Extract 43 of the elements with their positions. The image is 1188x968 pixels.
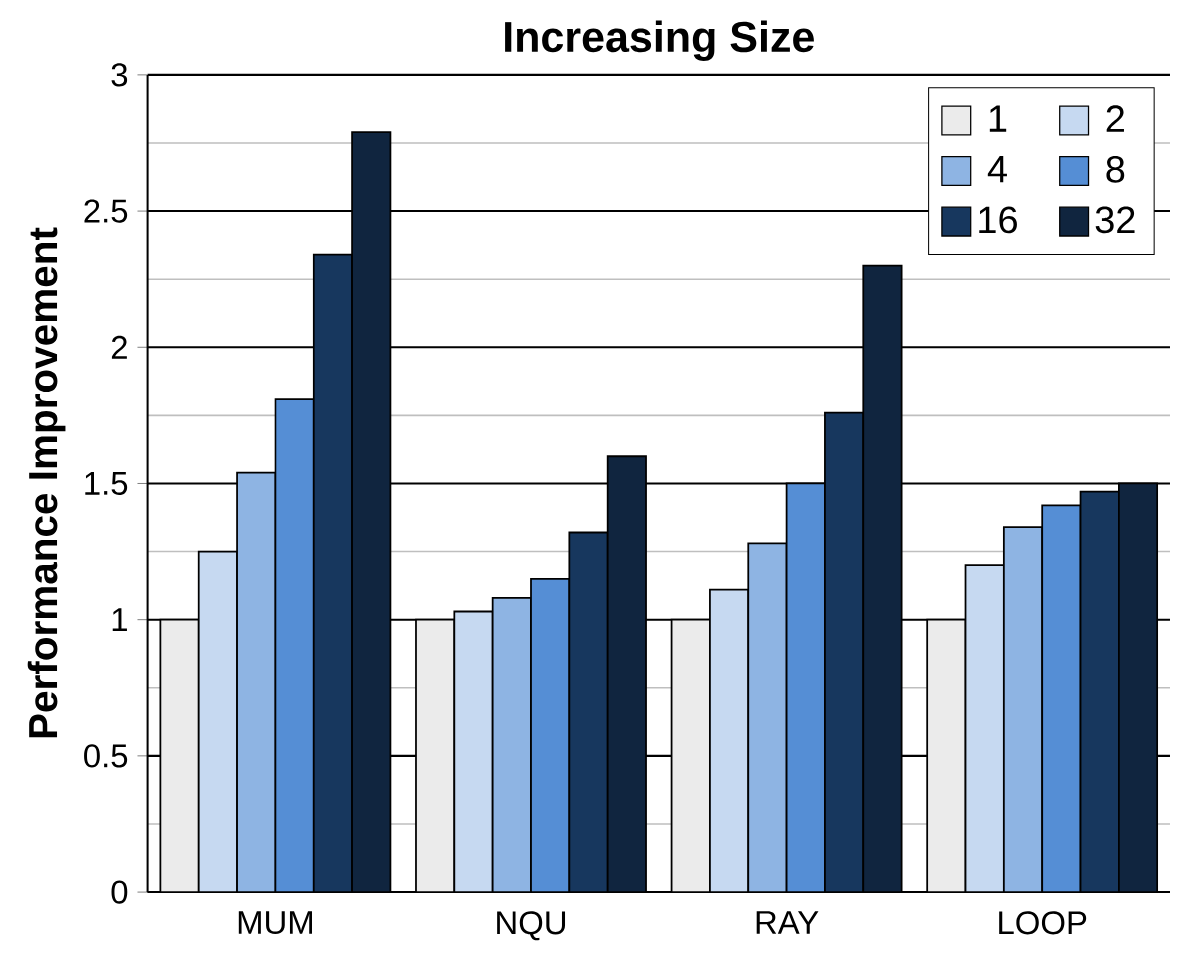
legend-label: 32 bbox=[1095, 206, 1135, 234]
bar bbox=[453, 610, 494, 893]
legend-label: 4 bbox=[987, 156, 1007, 183]
bar bbox=[236, 471, 277, 893]
y-tick-label: 3 bbox=[111, 63, 128, 87]
y-tick-label: 2.5 bbox=[84, 199, 128, 223]
bar bbox=[159, 618, 200, 893]
y-axis-title: Performance Improvement bbox=[27, 227, 66, 738]
y-tick-label: 0 bbox=[111, 880, 128, 904]
bar bbox=[415, 618, 456, 893]
bar bbox=[785, 482, 826, 893]
bar bbox=[274, 398, 315, 893]
bar bbox=[351, 131, 392, 893]
bar bbox=[824, 411, 865, 893]
legend-label: 8 bbox=[1106, 156, 1125, 183]
x-tick-label: MUM bbox=[238, 911, 312, 935]
y-tick-label: 1 bbox=[112, 608, 127, 632]
bar bbox=[747, 542, 788, 893]
y-tick-label: 0.5 bbox=[84, 744, 128, 768]
x-tick-label: NQU bbox=[497, 911, 566, 941]
y-tick-label: 1.5 bbox=[85, 472, 128, 496]
bar bbox=[670, 618, 711, 893]
x-tick-label: LOOP bbox=[999, 911, 1087, 935]
bar bbox=[530, 578, 571, 893]
bar bbox=[926, 618, 967, 893]
bar bbox=[964, 564, 1005, 893]
legend-label: 2 bbox=[1106, 105, 1124, 133]
chart-title: Increasing Size bbox=[505, 20, 814, 62]
bar bbox=[709, 588, 750, 893]
y-tick-label: 2 bbox=[111, 335, 127, 359]
legend-label: 1 bbox=[989, 105, 1007, 132]
x-tick-label: RAY bbox=[756, 911, 819, 934]
bar bbox=[606, 455, 647, 893]
bar bbox=[568, 531, 609, 893]
bar bbox=[197, 550, 238, 893]
legend-label: 16 bbox=[979, 206, 1017, 234]
bar bbox=[862, 264, 903, 893]
bar bbox=[1117, 482, 1159, 893]
bar bbox=[312, 253, 353, 893]
bar bbox=[491, 597, 532, 893]
bar bbox=[1079, 490, 1120, 893]
bar bbox=[1002, 526, 1044, 893]
bar bbox=[1041, 504, 1082, 893]
